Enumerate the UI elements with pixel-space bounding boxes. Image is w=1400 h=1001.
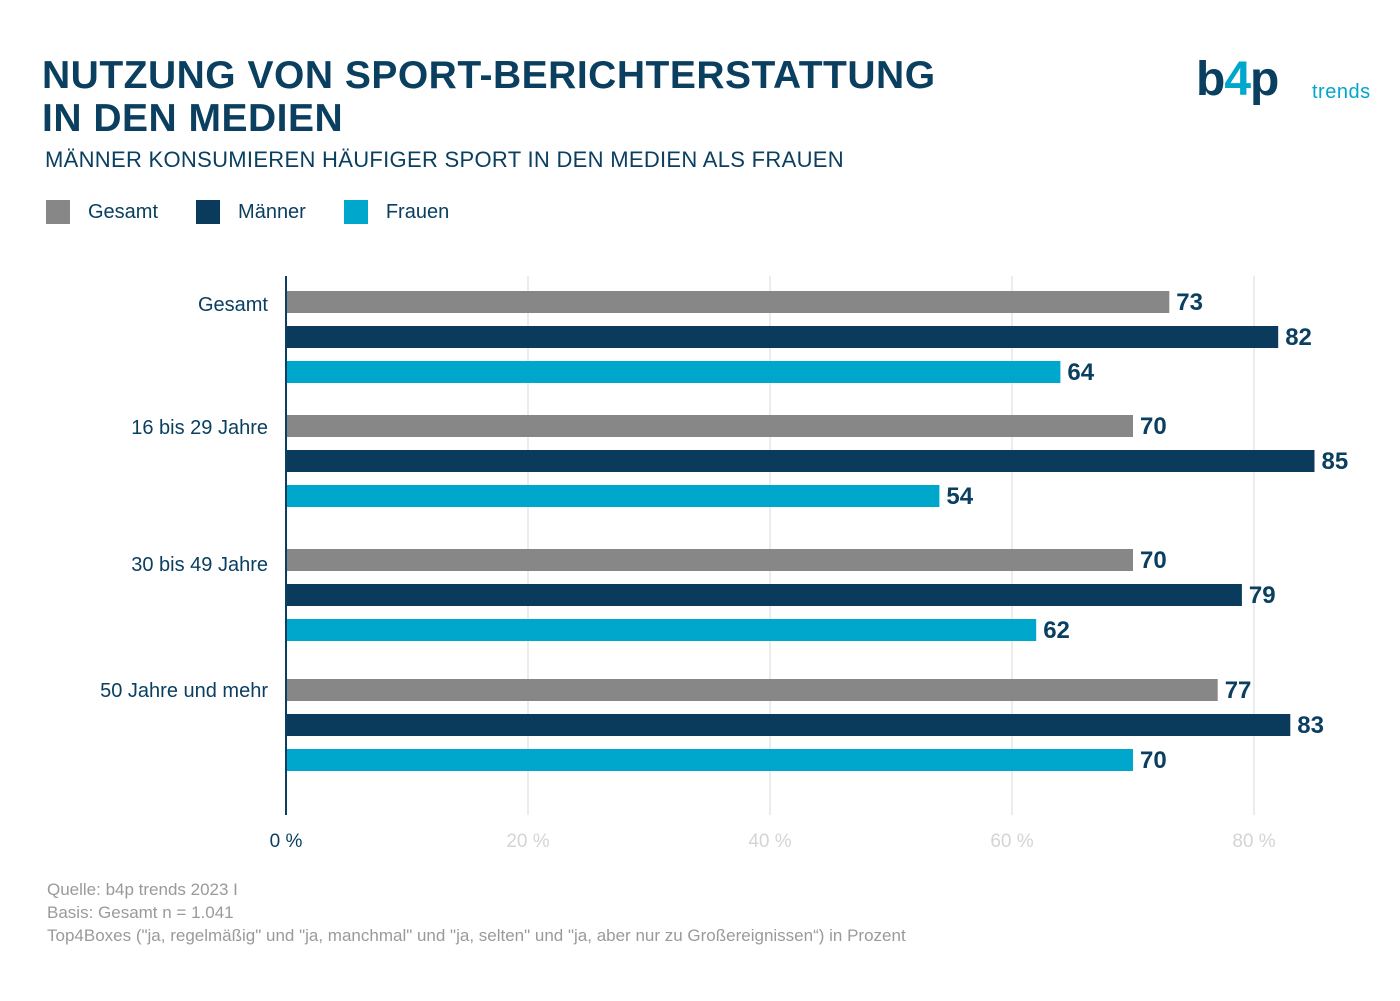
chart-title-line-1: NUTZUNG VON SPORT-BERICHTERSTATTUNG — [42, 54, 936, 97]
x-tick-label: 80 % — [1232, 831, 1275, 852]
data-label: 54 — [946, 483, 973, 510]
legend-item-frauen: Frauen — [343, 200, 450, 224]
logo-mark-p: p — [1250, 53, 1279, 106]
bar — [286, 415, 1133, 437]
x-tick-label: 60 % — [990, 831, 1033, 852]
category-label: 30 bis 49 Jahre — [131, 554, 268, 576]
data-label: 77 — [1225, 677, 1252, 704]
legend-label-frauen: Frauen — [385, 200, 450, 223]
chart-title-line-2: IN DEN MEDIEN — [42, 97, 344, 140]
bar — [286, 549, 1133, 571]
bar — [286, 679, 1218, 701]
data-label: 70 — [1140, 547, 1167, 574]
legend-item-gesamt: Gesamt — [46, 200, 158, 224]
bar — [286, 619, 1037, 641]
category-label: 16 bis 29 Jahre — [131, 417, 268, 439]
chart-title: NUTZUNG VON SPORT-BERICHTERSTATTUNG IN D… — [42, 54, 936, 140]
chart-legend: Gesamt Männer Frauen — [46, 200, 487, 224]
legend-swatch-maenner — [196, 200, 221, 224]
x-tick-label: 0 % — [270, 831, 303, 852]
source-notes: Quelle: b4p trends 2023 I Basis: Gesamt … — [47, 878, 906, 947]
bar — [286, 291, 1170, 313]
bar — [286, 485, 940, 507]
data-label: 62 — [1043, 617, 1070, 644]
source-line: Quelle: b4p trends 2023 I — [47, 880, 238, 899]
logo-word: trends — [1312, 81, 1371, 103]
x-tick-label: 20 % — [506, 831, 549, 852]
methodology-line: Top4Boxes ("ja, regelmäßig" und "ja, man… — [47, 926, 906, 945]
data-label: 70 — [1140, 747, 1167, 774]
chart-subtitle: MÄNNER KONSUMIEREN HÄUFIGER SPORT IN DEN… — [45, 147, 844, 172]
data-label: 83 — [1297, 712, 1324, 739]
bar — [286, 450, 1315, 472]
category-label: Gesamt — [198, 294, 268, 316]
data-label: 85 — [1322, 448, 1349, 475]
basis-line: Basis: Gesamt n = 1.041 — [47, 903, 234, 922]
legend-swatch-gesamt — [46, 200, 70, 224]
bar — [286, 714, 1291, 736]
logo-mark-four: 4 — [1224, 53, 1251, 106]
b4p-trends-logo: b4p trends — [1196, 52, 1386, 112]
data-label: 73 — [1176, 289, 1203, 316]
legend-label-gesamt: Gesamt — [88, 200, 159, 223]
logo-mark-b: b — [1196, 53, 1225, 106]
data-label: 79 — [1249, 582, 1276, 609]
logo-mark: b4p — [1196, 52, 1279, 107]
data-label: 70 — [1140, 413, 1167, 440]
bar — [286, 584, 1242, 606]
bar — [286, 361, 1061, 383]
bar — [286, 326, 1279, 348]
legend-label-maenner: Männer — [238, 200, 306, 223]
x-tick-label: 40 % — [748, 831, 791, 852]
data-label: 82 — [1285, 324, 1312, 351]
bar — [286, 749, 1133, 771]
legend-item-maenner: Männer — [196, 200, 306, 224]
category-label: 50 Jahre und mehr — [100, 680, 268, 702]
legend-swatch-frauen — [343, 200, 368, 224]
data-label: 64 — [1067, 359, 1094, 386]
